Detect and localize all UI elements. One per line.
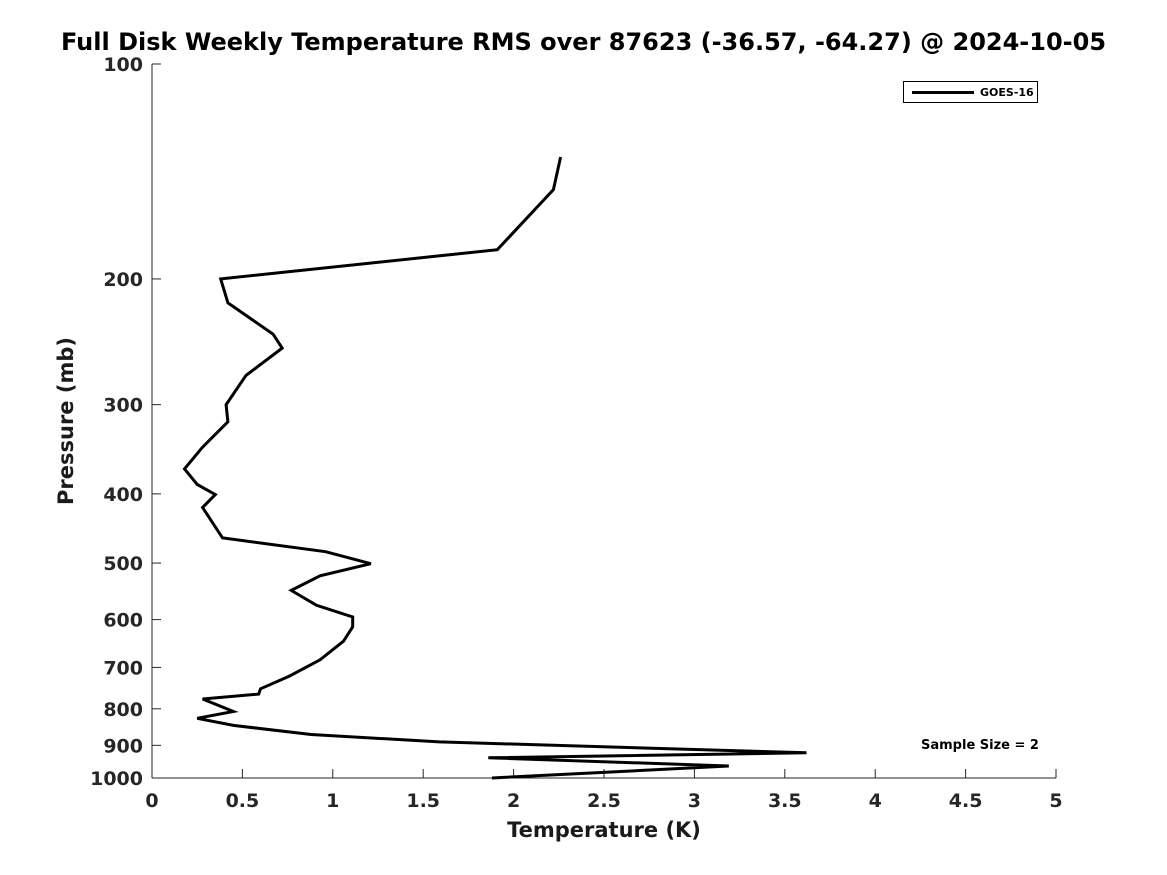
sample-size-annotation: Sample Size = 2 [921, 738, 1039, 753]
x-tick-label: 0.5 [226, 790, 260, 812]
y-tick-label: 800 [103, 699, 143, 721]
chart-title: Full Disk Weekly Temperature RMS over 87… [60, 28, 1107, 56]
x-axis-label: Temperature (K) [507, 818, 701, 842]
y-tick-label: 1000 [90, 768, 143, 790]
legend-label-goes-16: GOES-16 [980, 86, 1034, 99]
y-tick-label: 900 [103, 735, 143, 757]
x-tick-label: 2.5 [587, 790, 621, 812]
y-tick-label: 200 [103, 269, 143, 291]
y-axis-ticks: 100 200 300 400 500 600 700 800 900 1000 [90, 54, 161, 790]
x-tick-label: 3 [688, 790, 701, 812]
y-axis-label: Pressure (mb) [54, 337, 78, 505]
x-tick-label: 2 [507, 790, 520, 812]
y-tick-label: 500 [103, 553, 143, 575]
x-tick-label: 4.5 [949, 790, 983, 812]
legend-line-goes-16 [912, 91, 974, 94]
legend: GOES-16 [903, 81, 1038, 103]
x-tick-label: 1.5 [406, 790, 440, 812]
y-tick-label: 600 [103, 610, 143, 632]
x-tick-label: 3.5 [768, 790, 802, 812]
x-tick-label: 1 [326, 790, 339, 812]
series-line-goes-16 [182, 156, 807, 780]
x-tick-label: 4 [869, 790, 882, 812]
y-tick-label: 100 [103, 54, 143, 76]
x-axis-ticks: 0 0.5 1 1.5 2 2.5 3 3.5 4 4.5 5 [145, 769, 1063, 812]
y-tick-label: 300 [103, 395, 143, 417]
x-tick-label: 5 [1049, 790, 1062, 812]
y-tick-label: 700 [103, 657, 143, 679]
y-tick-label: 400 [103, 484, 143, 506]
x-tick-label: 0 [145, 790, 158, 812]
series-group [182, 156, 807, 780]
axes [151, 64, 1056, 779]
